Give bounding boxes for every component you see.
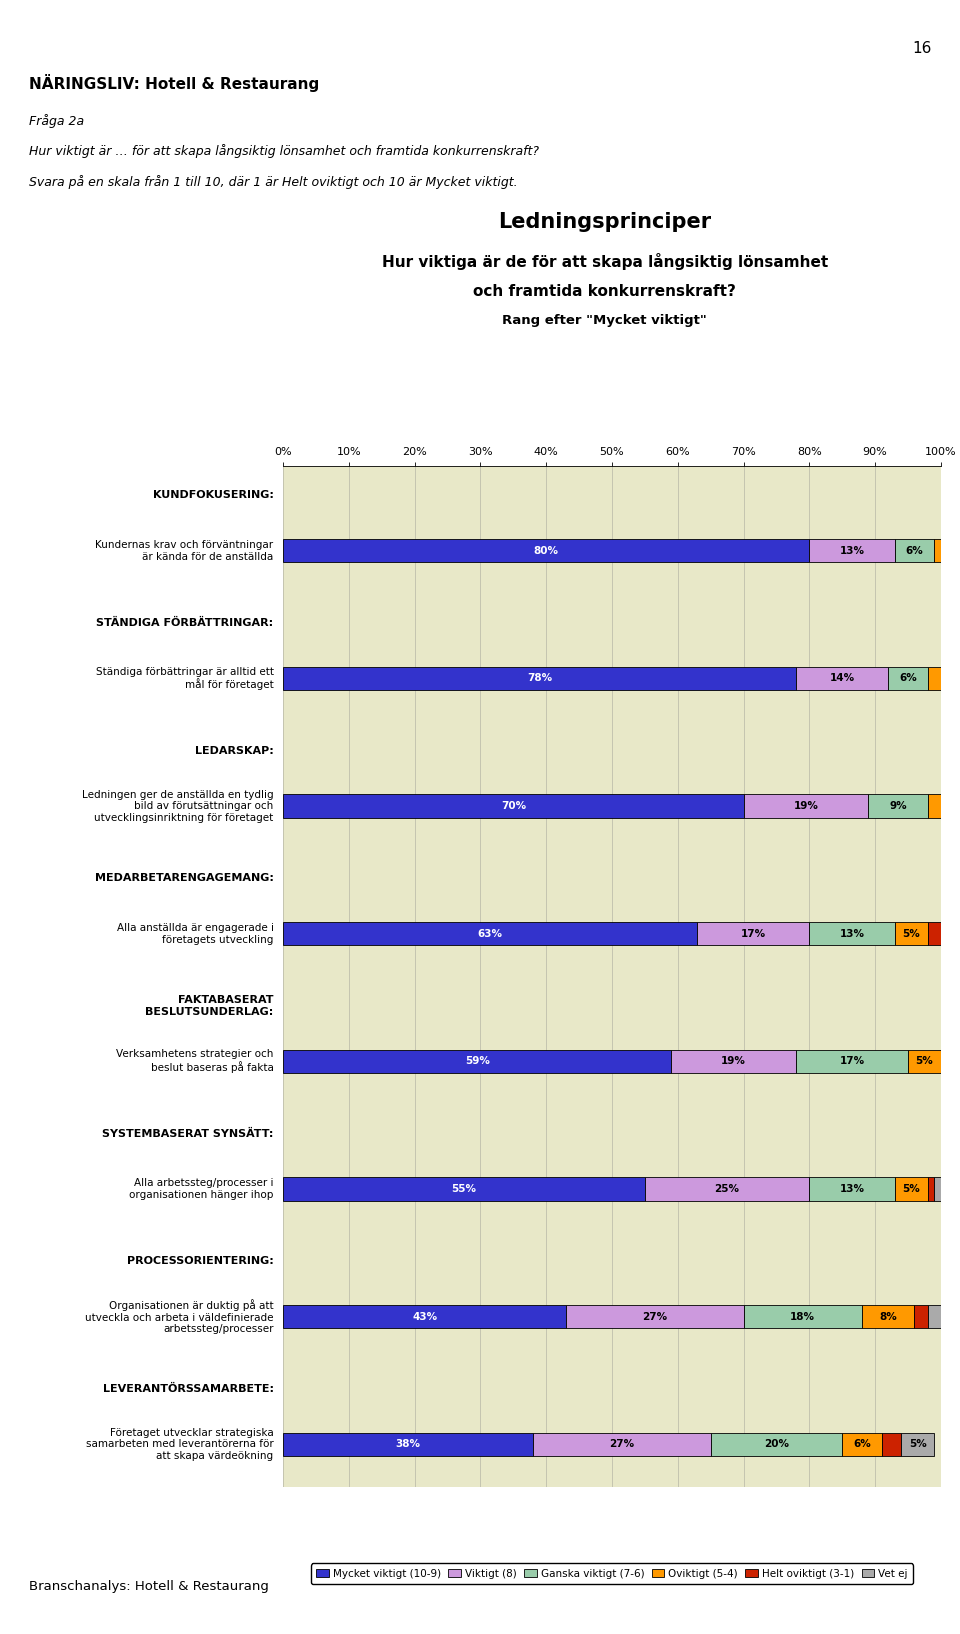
- Bar: [901, 1433, 934, 1456]
- Text: 13%: 13%: [840, 1185, 865, 1194]
- Text: 27%: 27%: [610, 1440, 635, 1449]
- Text: Branschanalys: Hotell & Restaurang: Branschanalys: Hotell & Restaurang: [29, 1580, 269, 1593]
- Text: 17%: 17%: [839, 1057, 865, 1067]
- Bar: [710, 1433, 842, 1456]
- Bar: [566, 1306, 743, 1328]
- Bar: [941, 1049, 948, 1074]
- Text: 6%: 6%: [905, 546, 924, 556]
- Text: 19%: 19%: [721, 1057, 746, 1067]
- Bar: [809, 539, 895, 562]
- Text: 14%: 14%: [829, 673, 854, 683]
- Bar: [796, 667, 888, 690]
- Bar: [533, 1433, 710, 1456]
- Bar: [283, 1049, 671, 1074]
- Text: Svara på en skala från 1 till 10, där 1 är Helt oviktigt och 10 är Mycket viktig: Svara på en skala från 1 till 10, där 1 …: [29, 175, 517, 190]
- Text: 6%: 6%: [853, 1440, 871, 1449]
- Text: Hur viktigt är … för att skapa långsiktig lönsamhet och framtida konkurrenskraft: Hur viktigt är … för att skapa långsikti…: [29, 144, 539, 158]
- Bar: [895, 922, 927, 946]
- Bar: [842, 1433, 881, 1456]
- Legend: Mycket viktigt (10-9), Viktigt (8), Ganska viktigt (7-6), Oviktigt (5-4), Helt o: Mycket viktigt (10-9), Viktigt (8), Gans…: [311, 1564, 913, 1583]
- Text: Verksamhetens strategier och
beslut baseras på fakta: Verksamhetens strategier och beslut base…: [116, 1049, 274, 1074]
- Bar: [283, 1178, 645, 1201]
- Bar: [895, 539, 934, 562]
- Text: 78%: 78%: [527, 673, 552, 683]
- Text: Kundernas krav och förväntningar
är kända för de anställda: Kundernas krav och förväntningar är känd…: [95, 539, 274, 562]
- Text: 5%: 5%: [902, 928, 920, 940]
- Text: 9%: 9%: [889, 801, 907, 810]
- Text: och framtida konkurrenskraft?: och framtida konkurrenskraft?: [473, 284, 736, 299]
- Bar: [934, 1178, 941, 1201]
- Bar: [283, 794, 743, 817]
- Bar: [645, 1178, 809, 1201]
- Bar: [881, 1433, 901, 1456]
- Text: Rang efter "Mycket viktigt": Rang efter "Mycket viktigt": [502, 314, 708, 327]
- Text: 55%: 55%: [451, 1185, 476, 1194]
- Bar: [927, 1178, 934, 1201]
- Text: 13%: 13%: [840, 546, 865, 556]
- Bar: [915, 1306, 927, 1328]
- Bar: [869, 794, 927, 817]
- Text: 5%: 5%: [909, 1440, 926, 1449]
- Text: Ledningsprinciper: Ledningsprinciper: [498, 212, 711, 232]
- Text: 25%: 25%: [714, 1185, 739, 1194]
- Bar: [671, 1049, 796, 1074]
- Text: 38%: 38%: [396, 1440, 420, 1449]
- Bar: [743, 794, 869, 817]
- Text: Ständiga förbättringar är alltid ett
mål för företaget: Ständiga förbättringar är alltid ett mål…: [96, 667, 274, 691]
- Text: STÄNDIGA FÖRBÄTTRINGAR:: STÄNDIGA FÖRBÄTTRINGAR:: [96, 618, 274, 627]
- Bar: [888, 667, 927, 690]
- Bar: [927, 794, 941, 817]
- Text: Fråga 2a: Fråga 2a: [29, 114, 84, 129]
- Text: 19%: 19%: [794, 801, 819, 810]
- Bar: [283, 539, 809, 562]
- Text: KUNDFOKUSERING:: KUNDFOKUSERING:: [153, 490, 274, 500]
- Text: 59%: 59%: [465, 1057, 490, 1067]
- Bar: [283, 922, 698, 946]
- Bar: [895, 1178, 927, 1201]
- Text: 70%: 70%: [501, 801, 526, 810]
- Text: Alla anställda är engagerade i
företagets utveckling: Alla anställda är engagerade i företaget…: [116, 923, 274, 944]
- Bar: [927, 1306, 948, 1328]
- Text: PROCESSORIENTERING:: PROCESSORIENTERING:: [127, 1257, 274, 1266]
- Text: 63%: 63%: [478, 928, 503, 940]
- Text: Ledningen ger de anställda en tydlig
bild av förutsättningar och
utvecklingsinri: Ledningen ger de anställda en tydlig bil…: [82, 789, 274, 822]
- Text: 16: 16: [912, 41, 931, 56]
- Text: 5%: 5%: [916, 1057, 933, 1067]
- Bar: [283, 667, 796, 690]
- Text: Alla arbetssteg/processer i
organisationen hänger ihop: Alla arbetssteg/processer i organisation…: [130, 1178, 274, 1199]
- Text: 20%: 20%: [764, 1440, 789, 1449]
- Text: Företaget utvecklar strategiska
samarbeten med leverantörerna för
att skapa värd: Företaget utvecklar strategiska samarbet…: [85, 1428, 274, 1461]
- Text: 17%: 17%: [741, 928, 766, 940]
- Text: 43%: 43%: [412, 1312, 437, 1322]
- Bar: [927, 922, 941, 946]
- Bar: [283, 1433, 533, 1456]
- Bar: [698, 922, 809, 946]
- Bar: [796, 1049, 908, 1074]
- Text: LEVERANTÖRSSAMARBETE:: LEVERANTÖRSSAMARBETE:: [103, 1384, 274, 1394]
- Bar: [809, 1178, 895, 1201]
- Bar: [908, 1049, 941, 1074]
- Bar: [927, 667, 941, 690]
- Text: 18%: 18%: [790, 1312, 815, 1322]
- Bar: [743, 1306, 862, 1328]
- Text: MEDARBETARENGAGEMANG:: MEDARBETARENGAGEMANG:: [95, 874, 274, 884]
- Text: NÄRINGSLIV: Hotell & Restaurang: NÄRINGSLIV: Hotell & Restaurang: [29, 74, 319, 92]
- Text: 80%: 80%: [534, 546, 559, 556]
- Text: 27%: 27%: [642, 1312, 667, 1322]
- Text: Organisationen är duktig på att
utveckla och arbeta i väldefinierade
arbetssteg/: Organisationen är duktig på att utveckla…: [85, 1299, 274, 1335]
- Text: FAKTABASERAT
BESLUTSUNDERLAG:: FAKTABASERAT BESLUTSUNDERLAG:: [145, 995, 274, 1016]
- Text: LEDARSKAP:: LEDARSKAP:: [195, 745, 274, 757]
- Text: 6%: 6%: [900, 673, 917, 683]
- Text: Hur viktiga är de för att skapa långsiktig lönsamhet: Hur viktiga är de för att skapa långsikt…: [382, 253, 828, 270]
- Text: 5%: 5%: [902, 1185, 920, 1194]
- Text: SYSTEMBASERAT SYNSÄTT:: SYSTEMBASERAT SYNSÄTT:: [102, 1129, 274, 1139]
- Bar: [283, 1306, 566, 1328]
- Bar: [809, 922, 895, 946]
- Text: 8%: 8%: [879, 1312, 897, 1322]
- Text: 13%: 13%: [840, 928, 865, 940]
- Bar: [862, 1306, 915, 1328]
- Bar: [934, 539, 941, 562]
